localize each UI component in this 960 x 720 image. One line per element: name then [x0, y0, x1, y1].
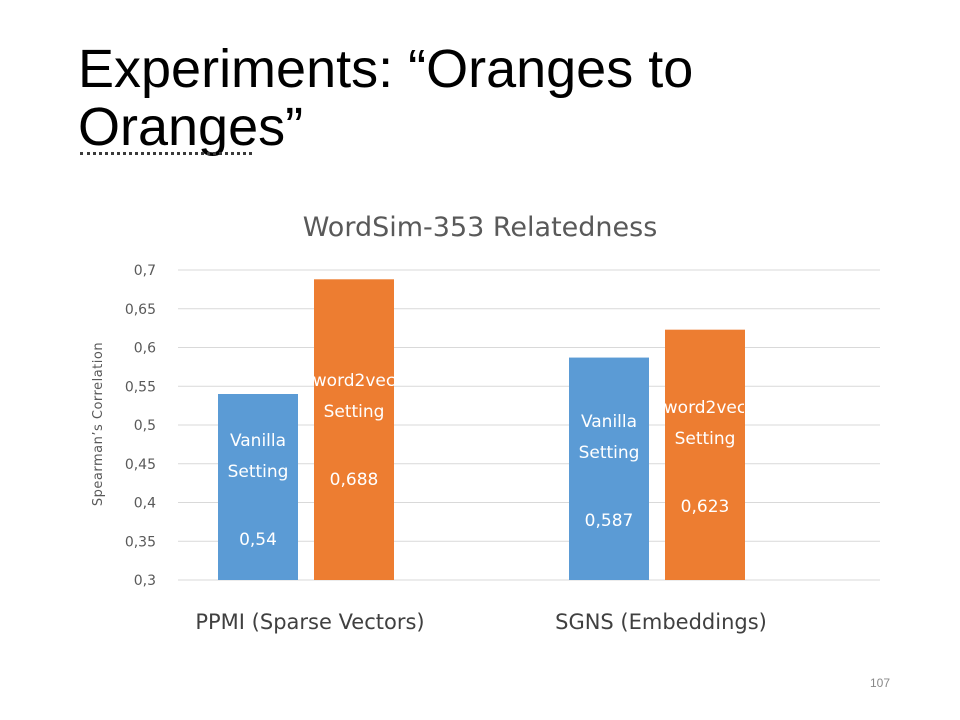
bar-value-label: 0,623 [681, 497, 730, 517]
chart-title: WordSim-353 Relatedness [303, 212, 658, 243]
bar-series-label: Vanilla [230, 431, 286, 451]
bar-value-label: 0,54 [239, 530, 277, 550]
bar [218, 394, 298, 580]
y-tick-label: 0,3 [134, 573, 156, 589]
y-axis-label: Spearman’s Correlation [91, 342, 106, 506]
y-tick-label: 0,6 [134, 341, 156, 357]
bar-data-label: word2vec Setting 0,623 [664, 398, 746, 517]
bar-data-label: Vanilla Setting 0,587 [579, 412, 640, 531]
spell-check-underline [80, 146, 252, 155]
x-category-label: PPMI (Sparse Vectors) [195, 610, 424, 634]
bar-series-label: Setting [675, 429, 736, 449]
bar-series-label: word2vec [313, 371, 395, 391]
y-tick-label: 0,5 [134, 418, 156, 434]
y-tick-label: 0,4 [134, 496, 156, 512]
bar [314, 279, 394, 580]
x-category-label: SGNS (Embeddings) [555, 610, 767, 634]
x-axis-categories: PPMI (Sparse Vectors) SGNS (Embeddings) [195, 610, 767, 634]
bars: Vanilla Setting 0,54 word2vec Setting 0,688 Va… [218, 279, 746, 580]
bar-data-label: Vanilla Setting 0,54 [228, 431, 289, 550]
bar-value-label: 0,587 [585, 511, 634, 531]
y-tick-label: 0,65 [125, 302, 156, 318]
bar-value-label: 0,688 [330, 470, 379, 490]
bar-series-label: Vanilla [581, 412, 637, 432]
bar-data-label: word2vec Setting 0,688 [313, 371, 395, 490]
bar-series-label: Setting [324, 402, 385, 422]
y-tick-label: 0,7 [134, 263, 156, 279]
bar-series-label: Setting [579, 443, 640, 463]
y-tick-label: 0,45 [125, 457, 156, 473]
y-axis-ticks: 0,3 0,35 0,4 0,45 0,5 0,55 0,6 0,65 0,7 [125, 263, 156, 589]
bar [665, 329, 745, 580]
slide-title: Experiments: “Oranges to Oranges” [78, 39, 694, 157]
bar [569, 357, 649, 580]
y-tick-label: 0,35 [125, 534, 156, 550]
page-number: 107 [869, 676, 890, 690]
bar-series-label: Setting [228, 462, 289, 482]
y-tick-label: 0,55 [125, 379, 156, 395]
bar-series-label: word2vec [664, 398, 746, 418]
